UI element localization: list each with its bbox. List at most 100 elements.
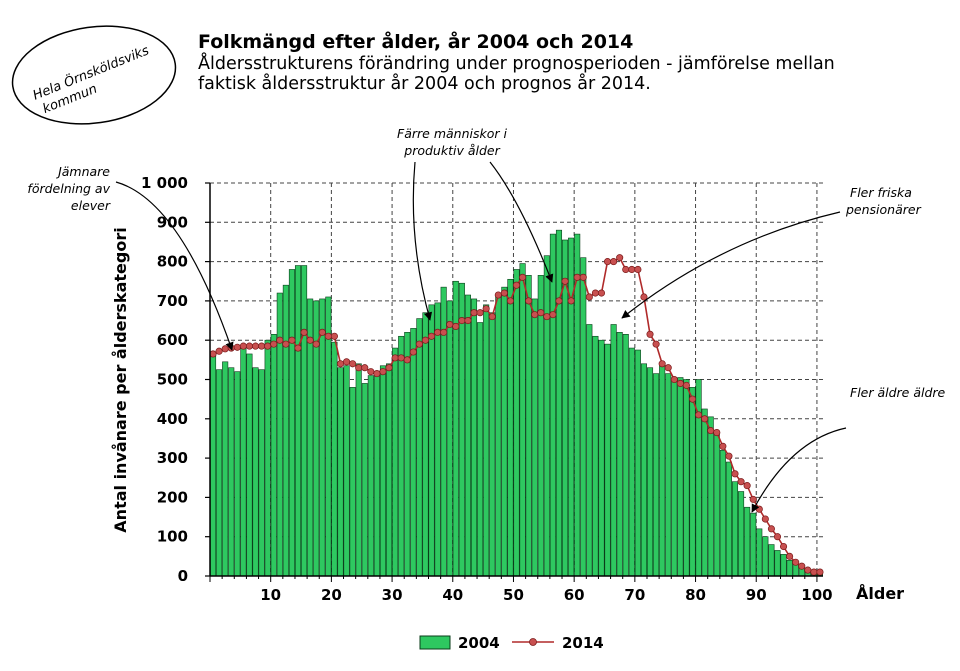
legend-swatch-2004 [419,635,451,650]
point-2014 [482,305,490,313]
legend-swatch-2014-marker [529,638,537,646]
point-2014 [725,452,733,460]
bar-2004 [598,339,605,577]
legend-label-2004: 2004 [458,634,500,652]
bar-2004 [701,408,708,577]
bar-2004 [616,332,623,577]
point-2014 [701,415,709,423]
bar-2004 [477,322,484,577]
annotation-fewer-productive: Färre människor i produktiv ålder [397,126,554,321]
point-2014 [446,320,454,329]
y-tick-label: 300 [157,449,188,467]
legend-label-2014: 2014 [562,634,604,652]
point-2014 [312,340,320,348]
point-2014 [464,316,472,325]
point-2014 [519,273,527,281]
chart-title: Folkmängd efter ålder, år 2004 och 2014 [198,31,634,53]
point-2014 [361,364,369,372]
bar-2004 [216,369,223,577]
y-tick-label: 400 [157,410,188,428]
x-tick-label: 90 [746,586,767,604]
point-2014 [634,265,642,274]
point-2014 [786,552,794,560]
point-2014 [798,562,806,570]
point-2014 [403,356,411,364]
bar-2004 [568,237,575,577]
point-2014 [270,340,278,348]
bar-2004 [331,341,338,577]
y-tick-label: 1 000 [141,174,188,192]
point-2014 [688,395,697,403]
point-2014 [306,336,314,344]
legend: 2004 2014 [419,634,604,652]
x-tick-label: 40 [442,586,463,604]
point-2014 [537,309,545,317]
point-2014 [652,340,660,348]
bar-2004 [410,328,417,577]
bar-2004 [367,375,374,577]
point-2014 [555,297,563,305]
y-tick-label: 0 [178,567,188,585]
bar-2004 [756,528,763,577]
point-2014 [512,281,521,289]
point-2014 [767,525,775,533]
point-2014 [719,442,727,450]
bar-2004 [210,353,217,577]
point-2014 [318,328,326,336]
bar-2004 [495,296,502,577]
bar-2004 [519,263,526,577]
bar-2004 [483,304,490,577]
point-2014 [682,381,690,389]
annotation-elderly-text: Fler äldre äldre [850,385,946,400]
point-2014 [506,297,514,305]
bar-2004 [264,339,271,577]
point-2014 [421,336,430,344]
point-2014 [276,336,284,344]
point-2014 [379,368,387,376]
point-2014 [415,340,423,348]
bar-2004 [592,335,599,577]
bar-2004 [270,334,277,577]
annotation-even-line2: fördelning av [27,181,110,196]
point-2014 [349,360,357,368]
point-2014 [470,309,478,317]
point-2014 [397,354,405,362]
bar-2004 [234,371,241,577]
point-2014 [561,277,569,285]
bar-2004 [434,302,441,577]
bar-2004 [276,292,283,577]
bar-2004 [294,265,302,577]
bar-2004 [446,300,453,577]
point-2014 [476,309,484,317]
x-tick-label: 50 [503,586,524,604]
y-tick-labels: 0 100 200 300 400 500 600 700 800 900 1 000 [141,174,188,585]
line-2014 [209,254,824,576]
annotation-even-line1: Jämnare [55,164,110,179]
annotation-elderly-arrow [751,427,847,513]
bar-2004 [416,318,423,577]
point-2014 [427,332,436,340]
annotation-fewer-line2: produktiv ålder [403,143,500,158]
bar-2004 [222,361,229,577]
bar-2004 [750,512,757,577]
bar-2004 [428,304,435,577]
point-2014 [773,533,782,541]
point-2014 [603,258,612,266]
annotation-fewer-arrow-right [489,161,554,283]
bar-2004 [786,559,793,577]
bar-2004 [507,278,514,577]
bar-2004 [549,233,556,577]
bar-2004 [683,379,690,577]
point-2014 [300,328,308,336]
point-2014 [737,478,745,486]
x-axis-label: Ålder [856,584,904,603]
bar-2004 [653,373,660,577]
bar-2004 [355,363,362,577]
bar-2004 [282,284,289,577]
point-2014 [816,568,824,576]
bar-2004 [707,416,714,577]
bar-2004 [774,550,781,577]
x-tick-label: 10 [260,586,281,604]
bar-2004 [489,312,496,577]
point-2014 [622,265,630,274]
